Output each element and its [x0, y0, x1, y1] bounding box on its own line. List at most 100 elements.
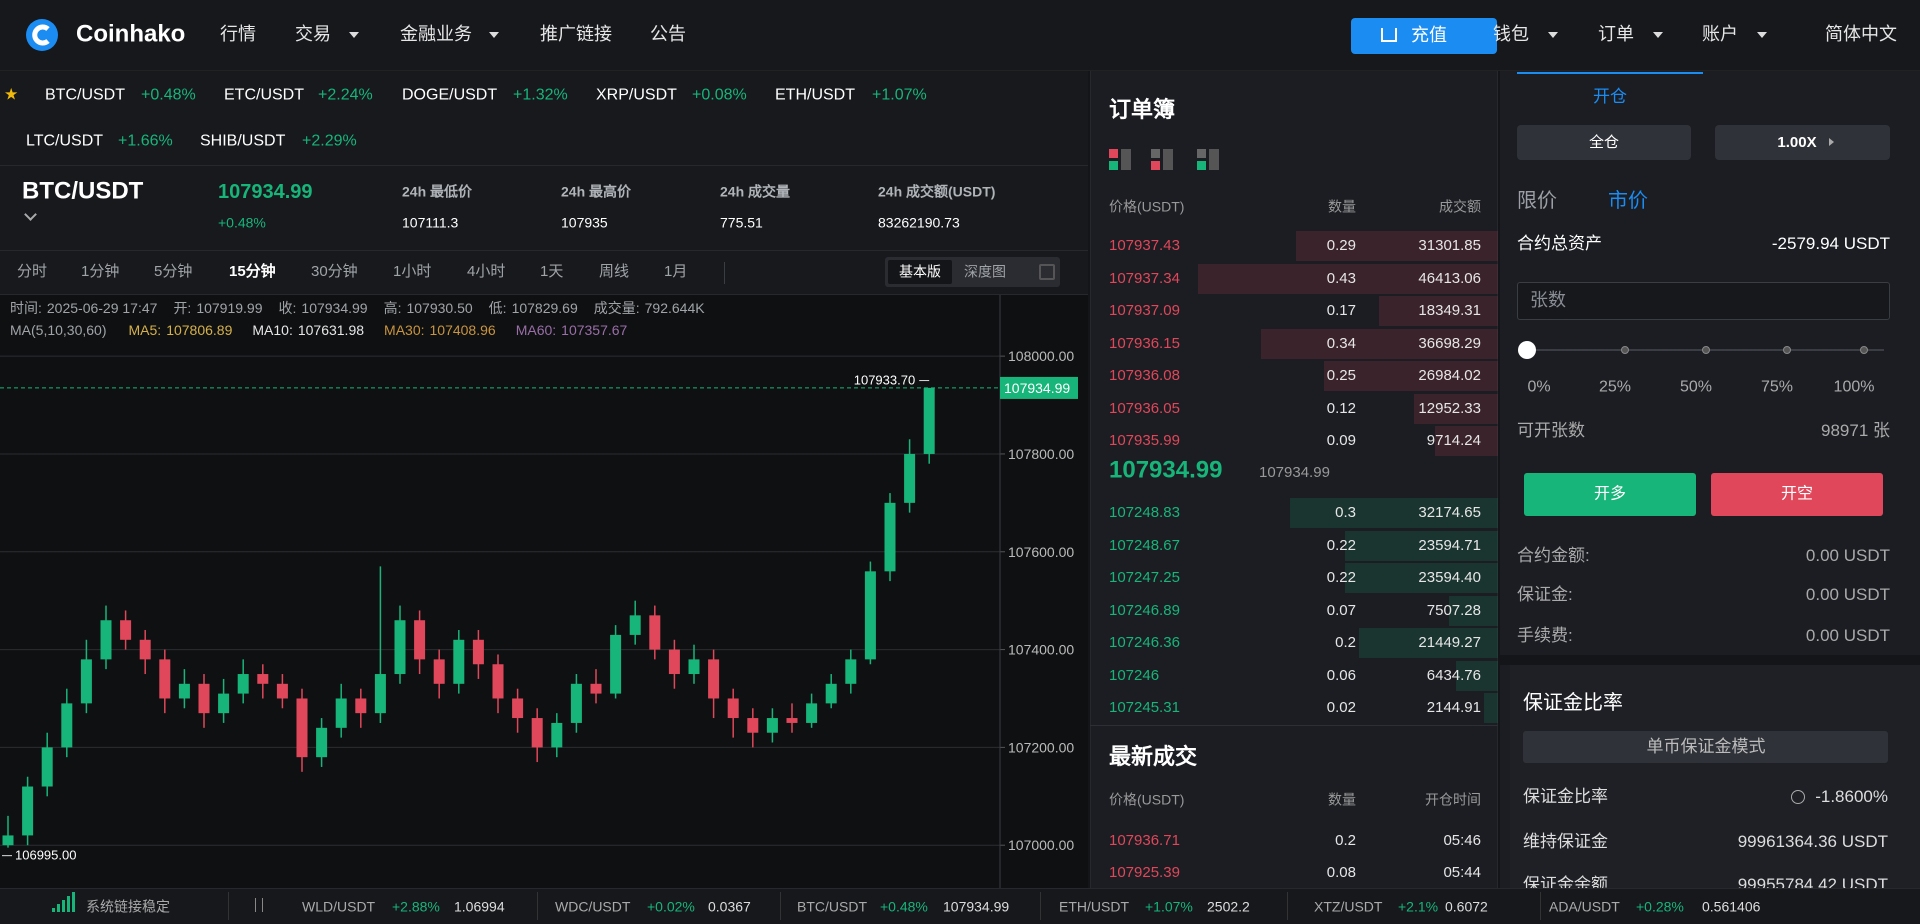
leverage-button[interactable] [1715, 125, 1890, 160]
interval-tab[interactable]: 1分钟 [81, 263, 120, 280]
ma-name: MA10: [252, 322, 293, 338]
book-layout-icon[interactable] [1197, 149, 1206, 158]
ma-name: MA60: [515, 322, 557, 338]
view-active [888, 260, 952, 284]
account-menu-item[interactable]: 钱包 [1493, 24, 1529, 45]
deposit-label[interactable]: 充值 [1411, 25, 1447, 46]
column-header: 数量 [1328, 791, 1356, 808]
signal-bar [62, 900, 65, 912]
sell-button[interactable] [1711, 473, 1883, 516]
status-pair[interactable]: XTZ/USDT [1314, 898, 1383, 915]
candle-body [864, 571, 876, 660]
ticker-pair[interactable]: DOGE/USDT [402, 86, 498, 104]
price[interactable]: 107935.99 [1109, 432, 1180, 449]
status-pair[interactable]: ADA/USDT [1549, 898, 1620, 915]
interval-tab[interactable]: 1月 [664, 263, 688, 280]
download-icon [1381, 28, 1397, 42]
candle-body [845, 659, 857, 684]
form-tab[interactable]: 开仓 [1593, 86, 1627, 106]
interval-tab[interactable]: 1小时 [393, 263, 432, 280]
interval-tab[interactable]: 15分钟 [229, 263, 276, 280]
status-pair[interactable]: ETH/USDT [1059, 898, 1129, 915]
nav-item[interactable]: 公告 [650, 24, 686, 45]
interval-tab[interactable]: 周线 [599, 263, 630, 280]
price[interactable]: 107246.36 [1109, 634, 1180, 651]
price[interactable]: 107248.83 [1109, 504, 1180, 521]
ma-name: MA30: [384, 322, 425, 338]
ma-value: 107408.96 [429, 322, 496, 338]
ticker-pair[interactable]: XRP/USDT [596, 86, 677, 104]
book-layout-icon [1151, 161, 1160, 170]
ticker-pair[interactable]: ETH/USDT [775, 86, 855, 104]
nav-item[interactable]: 交易 [295, 24, 331, 45]
account-menu-item[interactable]: 订单 [1598, 24, 1634, 45]
quantity-input[interactable] [1517, 282, 1890, 320]
candle-body [139, 639, 151, 660]
margin-value: -1.8600% [1815, 786, 1888, 806]
book-layout-icon [1109, 161, 1118, 170]
book-layout-icon[interactable] [1151, 149, 1160, 158]
margin-title: 保证金比率 [1523, 692, 1623, 714]
quantity: 0.02 [1326, 699, 1356, 716]
nav-item[interactable]: 推广链接 [540, 24, 612, 45]
ticker-change: +1.66% [118, 132, 173, 150]
price[interactable]: 107937.34 [1109, 269, 1180, 287]
price[interactable]: 107937.43 [1109, 237, 1180, 254]
book-layout-icon[interactable] [1109, 149, 1118, 158]
sell-label: 开空 [1780, 485, 1814, 503]
view-tab[interactable]: 基本版 [899, 263, 941, 280]
order-type[interactable]: 市价 [1608, 190, 1648, 212]
candle-body [335, 698, 347, 728]
view-tab[interactable]: 深度图 [964, 263, 1006, 280]
quantity: 0.25 [1326, 367, 1356, 384]
status-pair[interactable]: WLD/USDT [302, 898, 376, 915]
ticker-change: +2.29% [302, 132, 357, 150]
pair-title[interactable]: BTC/USDT [22, 177, 144, 205]
mode-button[interactable] [1523, 731, 1888, 763]
ticker-change: +2.24% [318, 86, 373, 104]
language[interactable]: 简体中文 [1825, 24, 1897, 45]
nav-item[interactable]: 行情 [220, 24, 256, 45]
interval-tab[interactable]: 4小时 [467, 263, 506, 280]
price[interactable]: 107246.89 [1109, 601, 1180, 619]
ticker-pair[interactable]: BTC/USDT [45, 86, 125, 104]
ticker-pair[interactable]: ETC/USDT [224, 86, 304, 104]
price[interactable]: 107936.05 [1109, 399, 1180, 417]
status-pair[interactable]: BTC/USDT [797, 898, 867, 915]
candle-body [394, 620, 406, 675]
price[interactable]: 107936.08 [1109, 367, 1180, 384]
logo[interactable] [25, 18, 59, 52]
price[interactable]: 107245.31 [1109, 699, 1180, 716]
quantity: 0.17 [1326, 302, 1356, 319]
ticker-pair[interactable]: SHIB/USDT [200, 132, 286, 150]
ticker-pair[interactable]: LTC/USDT [26, 132, 104, 150]
interval-tab[interactable]: 30分钟 [311, 263, 358, 280]
slider-dot [1621, 346, 1629, 354]
brand[interactable]: Coinhako [76, 20, 186, 48]
account-menu-item[interactable]: 账户 [1702, 24, 1738, 45]
interval-tab[interactable]: 分时 [17, 263, 48, 280]
logo-circle [26, 19, 58, 51]
candle-body [374, 674, 386, 714]
ohlc-info: 时间: 2025-06-29 17:47 开: 107919.99 收: 107934.9… [10, 298, 721, 318]
total: 7507.28 [1426, 601, 1481, 619]
status-pair[interactable]: WDC/USDT [555, 898, 631, 915]
price[interactable]: 107937.09 [1109, 302, 1180, 319]
buy-button[interactable] [1524, 473, 1696, 516]
candle-body [41, 747, 53, 787]
price[interactable]: 107936.15 [1109, 334, 1180, 352]
deposit-button[interactable] [1351, 18, 1497, 54]
order-type[interactable]: 限价 [1517, 190, 1557, 212]
interval-tab[interactable]: 5分钟 [154, 263, 193, 280]
price[interactable]: 107248.67 [1109, 536, 1180, 554]
margin-mode-button[interactable] [1517, 125, 1691, 160]
candle-body [531, 718, 543, 748]
price[interactable]: 107246 [1109, 666, 1160, 684]
candle-body [198, 683, 210, 714]
expand-icon[interactable] [1039, 264, 1055, 280]
interval-tab[interactable]: 1天 [540, 263, 564, 280]
price[interactable]: 107247.25 [1109, 569, 1180, 586]
trades-title: 最新成交 [1109, 743, 1198, 769]
nav-item[interactable]: 金融业务 [400, 24, 472, 45]
